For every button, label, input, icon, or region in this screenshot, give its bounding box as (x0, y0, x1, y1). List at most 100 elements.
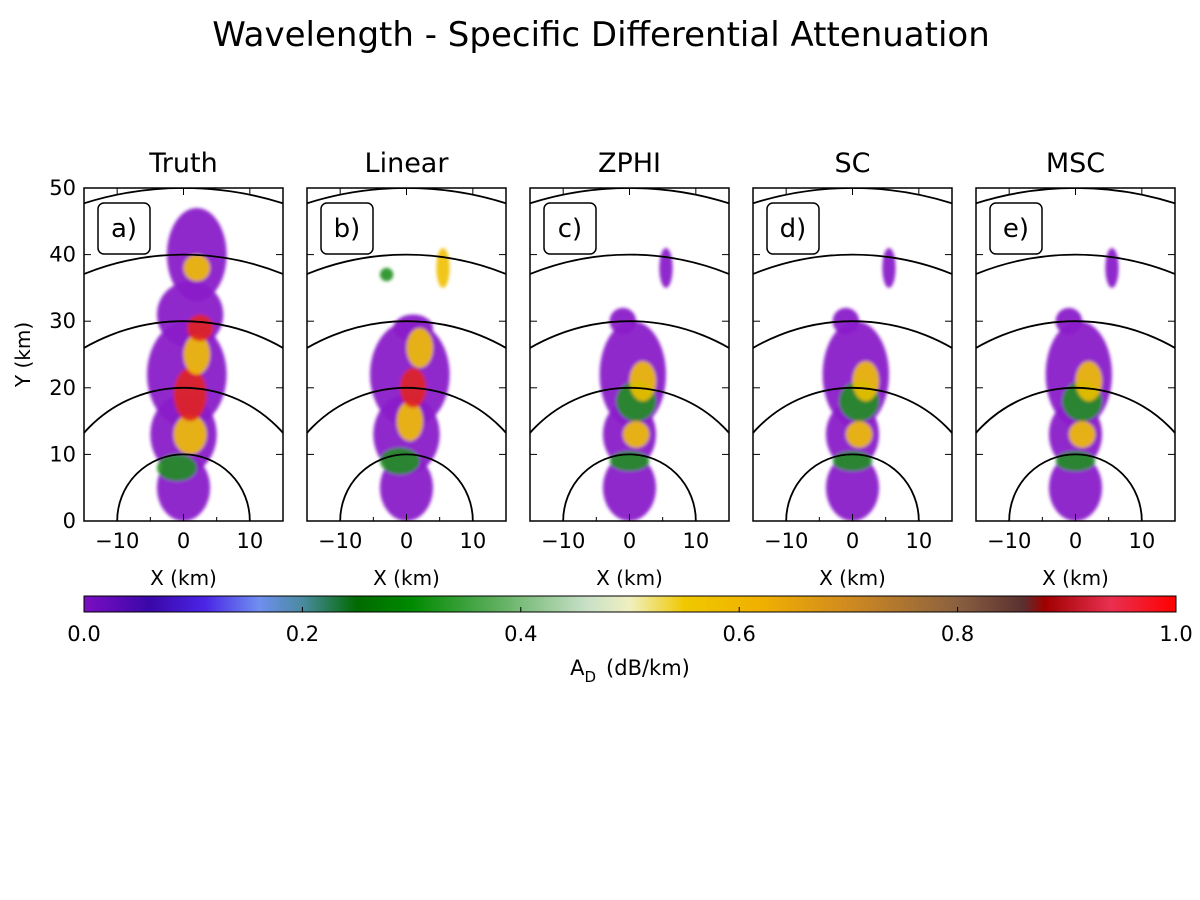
panel-label-box (543, 202, 597, 255)
range-ring (530, 386, 729, 435)
range-ring (84, 320, 283, 350)
x-axis-label: X (km) (1042, 566, 1109, 590)
x-axis-label: X (km) (819, 566, 886, 590)
field-cell (406, 327, 434, 368)
colorbar-tick-label: 0.6 (722, 622, 755, 646)
field-cell (845, 421, 873, 448)
x-tick-label: 10 (682, 529, 709, 553)
range-ring (307, 253, 506, 276)
panel-label: a) (111, 214, 137, 244)
panel-label-box (97, 202, 151, 255)
panels: −10 0 10 0 10 20 30 40 50 a) Truth X (km) Y (km) −10 0… (11, 148, 1176, 590)
field-cell (832, 451, 873, 472)
colorbar-tick-label: 1.0 (1159, 622, 1192, 646)
field-cell (379, 267, 394, 282)
field-cell (379, 447, 420, 475)
x-tick-label: 10 (1128, 529, 1155, 553)
x-tick-label: 10 (236, 529, 263, 553)
range-ring (976, 386, 1175, 435)
panel-label: d) (780, 214, 807, 244)
field-cell (1105, 247, 1119, 288)
panel-title: MSC (1046, 148, 1105, 179)
y-tick-label: 30 (49, 309, 76, 333)
colorbar-tick-label: 0.0 (67, 622, 100, 646)
field-cell (609, 451, 650, 472)
range-ring (84, 253, 283, 276)
field-cell (396, 401, 424, 442)
field-cell (436, 247, 450, 288)
panel-3: −10 0 10 c) ZPHI X (km) (529, 148, 730, 590)
colorbar-tick-label: 0.8 (941, 622, 974, 646)
range-ring (753, 320, 952, 350)
field-cell (183, 334, 211, 375)
field-cell (659, 247, 673, 288)
x-axis-label: X (km) (596, 566, 663, 590)
colorbar-strip (83, 595, 1177, 613)
panel-label-box (989, 202, 1043, 255)
x-tick-label: 10 (905, 529, 932, 553)
colorbar-label-main: A (570, 656, 585, 680)
field-cell (1068, 421, 1096, 448)
field-cell (173, 367, 207, 422)
panel-label-box (766, 202, 820, 255)
range-ring (976, 320, 1175, 350)
field-cell (1048, 454, 1103, 521)
field-cell (173, 414, 207, 455)
panel-label: b) (334, 214, 361, 244)
range-ring (976, 253, 1175, 276)
x-tick-label: 0 (1069, 529, 1082, 553)
range-ring (307, 386, 506, 435)
range-ring (530, 320, 729, 350)
panel-title: ZPHI (598, 148, 661, 179)
field-cell (629, 361, 657, 402)
panel-title: SC (835, 148, 871, 179)
field-cell (825, 454, 880, 521)
panel-label: e) (1003, 214, 1029, 244)
x-tick-label: −10 (541, 529, 585, 553)
range-ring (753, 386, 952, 435)
panel-field (599, 247, 673, 521)
panel-label: c) (558, 214, 582, 244)
x-axis-label: X (km) (373, 566, 440, 590)
x-tick-label: 0 (846, 529, 859, 553)
colorbar-label-unit: (dB/km) (606, 656, 690, 680)
y-tick-label: 40 (49, 243, 76, 267)
range-ring (84, 386, 283, 435)
x-tick-label: 0 (177, 529, 190, 553)
panel-title: Linear (365, 148, 450, 179)
y-tick-label: 0 (63, 509, 76, 533)
x-tick-label: 0 (400, 529, 413, 553)
x-tick-label: 0 (623, 529, 636, 553)
x-tick-label: 10 (459, 529, 486, 553)
field-cell (186, 314, 214, 342)
field-cell (852, 361, 880, 402)
x-tick-label: −10 (318, 529, 362, 553)
x-tick-label: −10 (987, 529, 1031, 553)
x-tick-label: −10 (95, 529, 139, 553)
panel-5: −10 0 10 e) MSC X (km) (975, 148, 1176, 590)
panel-field (1045, 247, 1119, 521)
field-cell (1075, 361, 1103, 402)
panel-title: Truth (148, 148, 217, 179)
colorbar: 0.0 0.2 0.4 0.6 0.8 1.0 AD (dB/km) (67, 595, 1193, 686)
y-axis-label: Y (km) (11, 322, 35, 388)
colorbar-label: AD (dB/km) (570, 656, 690, 686)
panel-field (147, 207, 227, 521)
figure-title: Wavelength - Specific Differential Atten… (212, 15, 990, 55)
range-ring (753, 253, 952, 276)
panel-2: −10 0 10 b) Linear X (km) (306, 148, 507, 590)
colorbar-tick-label: 0.4 (504, 622, 537, 646)
range-ring (307, 320, 506, 350)
panel-field (822, 247, 896, 521)
field-cell (156, 454, 197, 482)
x-axis-label: X (km) (150, 566, 217, 590)
field-cell (183, 254, 211, 282)
panel-label-box (320, 202, 374, 255)
range-ring (530, 253, 729, 276)
colorbar-label-sub: D (584, 668, 596, 686)
y-tick-label: 20 (49, 376, 76, 400)
colorbar-tick-label: 0.2 (286, 622, 319, 646)
panel-1: −10 0 10 0 10 20 30 40 50 a) Truth X (km) Y (km) (11, 148, 284, 590)
field-cell (882, 247, 896, 288)
